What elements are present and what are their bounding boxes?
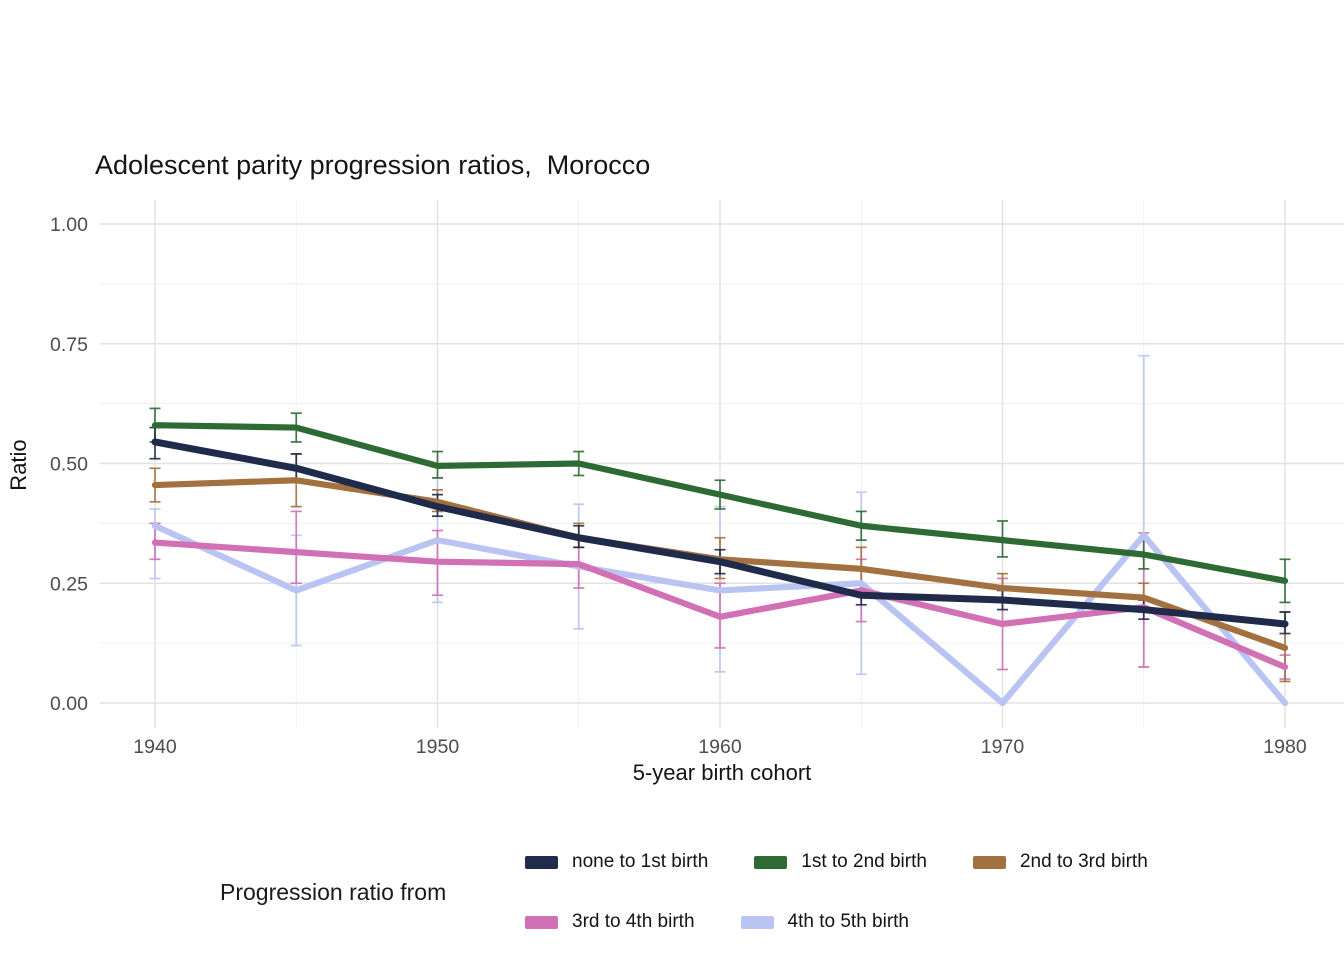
legend-key-swatch <box>525 855 558 869</box>
series-line-1 <box>151 422 1289 584</box>
series-line-4 <box>151 522 1289 707</box>
legend-key-swatch <box>740 915 774 929</box>
series-line-0 <box>151 438 1289 628</box>
x-tick-label: 1970 <box>981 736 1025 758</box>
legend-item-none-to-1st: none to 1st birth <box>525 851 708 873</box>
x-tick-label: 1950 <box>416 736 460 758</box>
legend-item-2nd-to-3rd: 2nd to 3rd birth <box>972 851 1148 873</box>
legend-key-swatch <box>754 855 788 869</box>
legend-label: none to 1st birth <box>572 851 709 872</box>
legend-item-1st-to-2nd: 1st to 2nd birth <box>754 851 927 873</box>
legend-label: 1st to 2nd birth <box>801 851 927 872</box>
x-axis-title: 5-year birth cohort <box>632 760 812 785</box>
y-tick-label: 1.00 <box>50 214 88 236</box>
x-tick-label: 1980 <box>1263 736 1307 758</box>
line-chart: 0.00 0.25 0.50 0.75 1.00 1940 1950 1960 1970 1980 <box>50 200 1344 758</box>
legend-label: 4th to 5th birth <box>787 911 909 932</box>
legend-title: Progression ratio from <box>220 879 447 905</box>
y-tick-label: 0.00 <box>50 693 88 715</box>
legend-row-2: 3rd to 4th birth 4th to 5th birth <box>525 911 909 933</box>
legend-row-1: none to 1st birth 1st to 2nd birth 2nd t… <box>525 851 1148 873</box>
legend: Progression ratio from none to 1st birth… <box>0 843 1344 953</box>
chart-title: Adolescent parity progression ratios, Mo… <box>95 150 651 180</box>
legend-key-swatch <box>525 915 558 929</box>
legend-item-4th-to-5th: 4th to 5th birth <box>740 911 909 933</box>
series-line-3 <box>151 539 1289 671</box>
y-tick-label: 0.75 <box>50 334 88 356</box>
legend-label: 2nd to 3rd birth <box>1019 851 1148 872</box>
x-tick-label: 1960 <box>698 736 742 758</box>
y-tick-label: 0.50 <box>50 454 88 476</box>
legend-item-3rd-to-4th: 3rd to 4th birth <box>525 911 695 933</box>
y-tick-label: 0.25 <box>50 573 88 595</box>
legend-label: 3rd to 4th birth <box>572 911 695 932</box>
legend-key-swatch <box>972 855 1006 869</box>
x-tick-label: 1940 <box>133 736 177 758</box>
